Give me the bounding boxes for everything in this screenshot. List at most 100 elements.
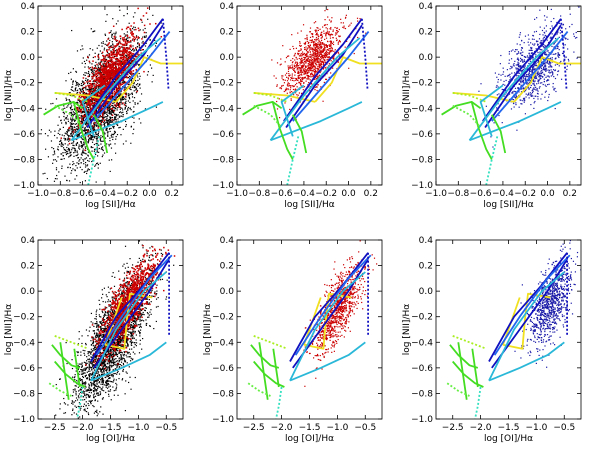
data-point <box>322 48 325 51</box>
data-point <box>287 78 290 80</box>
data-point <box>93 122 96 124</box>
data-point <box>115 138 117 140</box>
data-point <box>68 150 70 152</box>
data-point <box>96 111 98 113</box>
data-point <box>101 77 103 80</box>
data-point <box>69 122 71 124</box>
data-point <box>75 71 78 73</box>
data-point <box>110 65 112 68</box>
data-point <box>287 68 290 70</box>
data-point <box>138 118 140 120</box>
data-point <box>289 92 291 94</box>
data-point <box>71 89 73 92</box>
data-point <box>57 146 59 148</box>
data-point <box>74 169 76 172</box>
data-point <box>141 42 143 44</box>
data-point <box>92 97 94 99</box>
data-point <box>106 72 109 74</box>
data-point <box>86 79 88 81</box>
data-point <box>313 40 315 43</box>
data-point <box>124 89 126 91</box>
data-point <box>71 113 73 115</box>
data-point <box>132 70 135 72</box>
data-point <box>106 14 108 16</box>
data-point <box>119 51 121 53</box>
data-point <box>124 120 127 123</box>
data-point <box>72 131 74 133</box>
data-point <box>92 138 94 141</box>
data-point <box>123 40 125 42</box>
data-point <box>120 134 122 136</box>
data-point <box>299 71 301 73</box>
data-point <box>319 43 321 45</box>
data-point <box>142 29 144 31</box>
data-point <box>117 96 119 98</box>
data-point <box>83 82 86 84</box>
data-point <box>332 57 334 60</box>
model-line-yellow_green <box>54 92 89 103</box>
data-point <box>95 109 97 111</box>
data-point <box>292 58 294 60</box>
data-point <box>88 60 91 63</box>
data-point <box>124 69 126 72</box>
data-point <box>87 141 89 144</box>
data-point <box>307 78 309 80</box>
data-point <box>365 32 367 34</box>
data-point <box>304 42 307 45</box>
data-point <box>131 73 134 75</box>
data-point <box>72 95 74 97</box>
data-point <box>122 38 124 41</box>
data-point <box>91 136 93 139</box>
data-point <box>88 160 90 162</box>
data-point <box>324 49 326 51</box>
data-point <box>125 27 128 30</box>
data-point <box>312 74 314 76</box>
data-point <box>68 138 70 140</box>
data-point <box>74 131 76 133</box>
data-point <box>294 71 297 73</box>
data-point <box>119 94 121 97</box>
data-point <box>335 29 338 32</box>
data-point <box>128 51 130 53</box>
data-point <box>315 50 317 52</box>
data-point <box>117 65 120 67</box>
data-point <box>98 69 100 71</box>
data-point <box>93 94 95 96</box>
data-point <box>130 32 132 34</box>
data-point <box>80 115 82 117</box>
data-point <box>319 41 321 43</box>
data-point <box>289 67 291 69</box>
data-point <box>68 92 70 94</box>
data-point <box>133 110 135 113</box>
y-tick-label: −0.2 <box>13 79 35 89</box>
data-point <box>94 94 96 97</box>
data-point <box>337 30 339 33</box>
data-point <box>318 54 321 56</box>
data-point <box>99 123 102 125</box>
data-point <box>72 117 74 119</box>
data-point <box>320 45 322 47</box>
data-point <box>128 48 130 50</box>
data-point <box>133 40 135 42</box>
data-point <box>91 135 94 137</box>
data-point <box>95 94 98 96</box>
data-point <box>154 22 157 25</box>
data-point <box>84 137 86 139</box>
data-point <box>78 135 80 137</box>
data-point <box>291 34 293 36</box>
data-point <box>330 60 332 62</box>
data-point <box>103 112 105 114</box>
data-point <box>293 80 295 82</box>
data-point <box>319 59 321 61</box>
data-point <box>300 70 302 72</box>
data-point <box>63 111 65 113</box>
data-point <box>116 63 118 65</box>
data-point <box>82 89 84 91</box>
data-point <box>93 137 96 139</box>
data-point <box>79 91 81 94</box>
data-point <box>324 44 326 46</box>
data-point <box>300 72 303 74</box>
data-point <box>300 73 302 75</box>
x-axis-label: log [SII]/Hα <box>85 200 135 210</box>
data-point <box>105 129 107 131</box>
